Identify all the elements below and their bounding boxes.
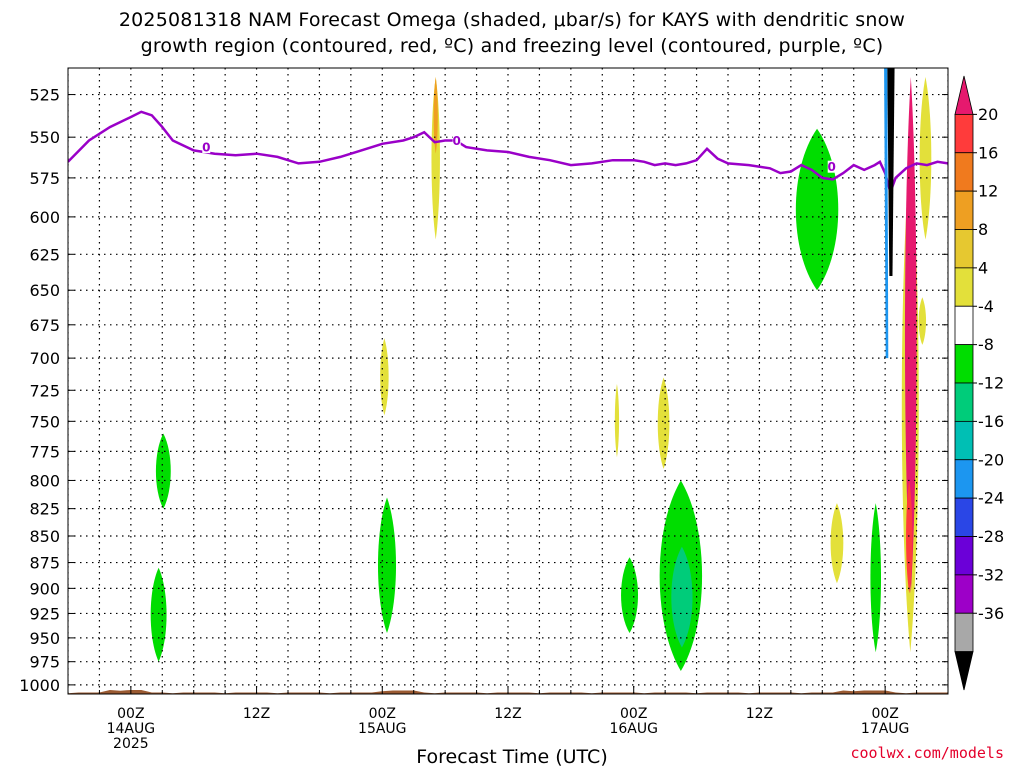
omega-region-green: [150, 567, 167, 662]
colorbar-band: [954, 190, 974, 230]
plot-frame: [67, 67, 949, 695]
colorbar-band: [954, 229, 974, 269]
y-tick-label: 1000: [19, 676, 60, 695]
plot-area: 0 0 0: [68, 68, 948, 694]
chart-title-line1: 2025081318 NAM Forecast Omega (shaded, μ…: [118, 9, 906, 31]
omega-region-green: [621, 557, 639, 634]
x-tick-label: 14AUG: [107, 721, 156, 737]
freezing-level-line: [68, 110, 948, 197]
x-tick-label: 16AUG: [609, 721, 658, 737]
y-tick-label: 600: [29, 208, 60, 227]
x-tick-label: 00Z: [871, 706, 898, 722]
freezing-level-label-bg: [827, 160, 836, 173]
colorbar-band: [954, 113, 974, 154]
colorbar-band: [954, 152, 974, 192]
y-tick-label: 850: [29, 527, 60, 546]
colorbar-band: [954, 574, 974, 614]
y-tick-label: 675: [29, 316, 60, 335]
x-tick-label: 12Z: [746, 706, 773, 722]
colorbar-label: 16: [978, 143, 998, 162]
colorbar-label: -20: [978, 450, 1004, 469]
x-tick-label: 12Z: [494, 706, 521, 722]
y-tick-label: 750: [29, 412, 60, 431]
y-tick-label: 875: [29, 554, 60, 573]
y-tick-label: 550: [29, 128, 60, 147]
omega-region-green: [795, 128, 839, 291]
y-tick-label: 975: [29, 653, 60, 672]
omega-region-yellow: [380, 338, 389, 416]
omega-region-yellow: [431, 76, 440, 240]
omega-region-yellow: [919, 76, 932, 240]
colorbar-band: [954, 612, 974, 653]
y-tick-label: 575: [29, 169, 60, 188]
colorbar-label: 20: [978, 105, 998, 124]
colorbar-label: 4: [978, 258, 988, 277]
omega-region-green: [870, 503, 882, 653]
x-tick-label: 15AUG: [358, 721, 407, 737]
colorbar-label: -4: [978, 297, 994, 316]
x-tick-label: 17AUG: [861, 721, 910, 737]
omega-region-yellow: [657, 377, 670, 469]
y-tick-label: 700: [29, 349, 60, 368]
omega-region-green: [155, 433, 171, 509]
colorbar-band: [954, 459, 974, 499]
y-tick-label: 825: [29, 500, 60, 519]
x-tick-label: 00Z: [117, 706, 144, 722]
colorbar-band: [954, 420, 974, 461]
colorbar-band: [954, 75, 974, 115]
colorbar-band: [954, 305, 974, 346]
omega-region-yellow: [830, 503, 844, 584]
x-tick-label: 12Z: [243, 706, 270, 722]
omega-region-yellow: [918, 297, 927, 345]
omega-region-green: [377, 497, 397, 634]
y-tick-label: 925: [29, 604, 60, 623]
freezing-level-label-bg: [202, 141, 211, 154]
omega-region-magenta: [904, 76, 917, 594]
x-tick-label: 00Z: [620, 706, 647, 722]
colorbar-band: [954, 382, 974, 422]
y-tick-label: 950: [29, 629, 60, 648]
freezing-level-label: 0: [452, 134, 460, 148]
omega-region-teal: [671, 546, 693, 648]
colorbar-label: -32: [978, 565, 1004, 584]
y-tick-label: 625: [29, 245, 60, 264]
colorbar-label: -28: [978, 527, 1004, 546]
x-tick-label: 00Z: [369, 706, 396, 722]
colorbar-band: [954, 267, 974, 307]
colorbar-label: -24: [978, 489, 1004, 508]
y-tick-label: 650: [29, 281, 60, 300]
freezing-level-label: 0: [828, 160, 836, 174]
omega-region-red: [906, 480, 913, 594]
colorbar-label: 12: [978, 182, 998, 201]
colorbar-band: [954, 651, 974, 691]
credit-text[interactable]: coolwx.com/models: [850, 744, 1004, 762]
colorbar-label: 8: [978, 220, 988, 239]
colorbar-label: -12: [978, 374, 1004, 393]
y-tick-label: 525: [29, 86, 60, 105]
x-axis-title: Forecast Time (UTC): [416, 746, 608, 768]
colorbar-label: -16: [978, 412, 1004, 431]
colorbar-label: -36: [978, 604, 1004, 623]
colorbar-band: [954, 497, 974, 537]
x-tick-label: 2025: [113, 736, 149, 752]
y-tick-label: 725: [29, 381, 60, 400]
y-tick-label: 775: [29, 442, 60, 461]
freezing-level-label: 0: [202, 141, 210, 155]
y-tick-label: 800: [29, 471, 60, 490]
chart-title-line2: growth region (contoured, red, ºC) and f…: [140, 35, 884, 57]
y-tick-label: 900: [29, 579, 60, 598]
colorbar-band: [954, 536, 974, 576]
freezing-level-label-bg: [452, 134, 461, 147]
omega-region-black: [887, 68, 895, 277]
colorbar-band: [954, 344, 974, 384]
omega-region-orange: [433, 76, 438, 154]
omega-region-blue: [884, 68, 889, 359]
colorbar-label: -8: [978, 335, 994, 354]
omega-region-yellow: [614, 383, 620, 458]
